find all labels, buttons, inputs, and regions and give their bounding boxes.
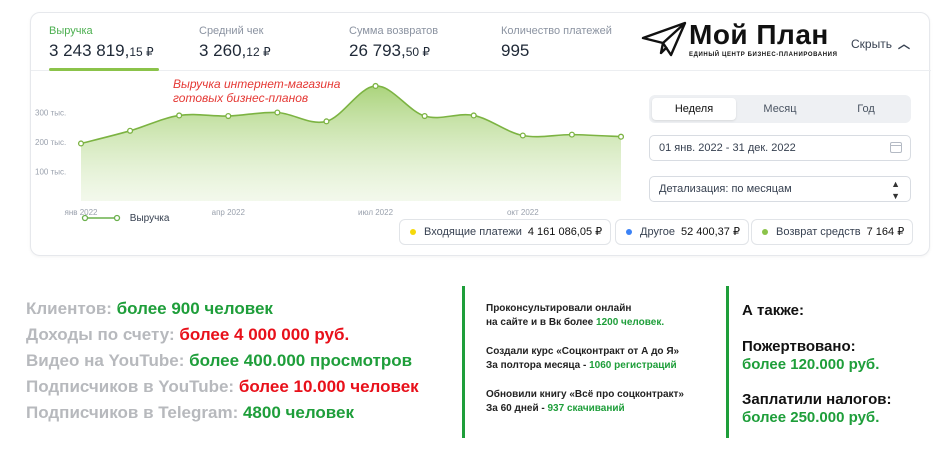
green-divider bbox=[726, 286, 729, 438]
kpi-label: Выручка bbox=[49, 25, 93, 37]
calendar-icon[interactable] bbox=[890, 142, 902, 153]
data-point bbox=[323, 118, 330, 125]
chip-label: Входящие платежи bbox=[424, 226, 522, 238]
kpi-payment-count[interactable]: Количество платежей 995 bbox=[501, 25, 612, 61]
hide-label: Скрыть bbox=[851, 37, 892, 51]
annotation-line: Выручка интернет-магазина bbox=[173, 77, 341, 91]
taxes-label: Заплатили налогов: bbox=[742, 391, 892, 408]
x-tick-label: окт 2022 bbox=[507, 208, 539, 217]
series-area bbox=[81, 85, 621, 201]
achievement-consultations: Проконсультировали онлайн на сайте и в В… bbox=[486, 303, 665, 328]
kpi-value: 26 793,50 ₽ bbox=[349, 41, 431, 60]
data-point bbox=[274, 109, 281, 116]
donated-label: Пожертвовано: bbox=[742, 338, 856, 355]
achievements-list: Проконсультировали онлайн на сайте и в В… bbox=[486, 302, 716, 431]
chart-annotation: Выручка интернет-магазина готовых бизнес… bbox=[173, 77, 373, 105]
hide-button[interactable]: Скрыть ︿ bbox=[851, 35, 910, 52]
chip-incoming-payments[interactable]: Входящие платежи 4 161 086,05 ₽ bbox=[399, 219, 612, 245]
achievement-book: Обновили книгу «Всё про соцконтракт» За … bbox=[486, 389, 684, 414]
data-point bbox=[225, 112, 232, 120]
x-tick-label: янв 2022 bbox=[64, 208, 98, 217]
period-week-tab[interactable]: Неделя bbox=[652, 98, 736, 120]
y-tick-label: 200 тыс. bbox=[35, 138, 66, 147]
extra-stats: А также: Пожертвовано: более 120.000 руб… bbox=[742, 302, 891, 444]
kpi-label: Средний чек bbox=[199, 25, 264, 37]
x-tick-label: июл 2022 bbox=[358, 208, 394, 217]
stat-youtube-views: Видео на YouTube: более 400.000 просмотр… bbox=[26, 351, 413, 370]
data-point bbox=[519, 132, 526, 139]
revenue-area-chart: 300 тыс. 200 тыс. 100 тыс. янв 2022 апр 2022… bbox=[35, 82, 625, 217]
kpi-bar: Выручка 3 243 819,15 ₽ Средний чек 3 260… bbox=[31, 13, 931, 71]
active-kpi-underline bbox=[49, 68, 159, 71]
stat-income: Доходы по счету: более 4 000 000 руб. bbox=[26, 325, 350, 344]
chip-label: Возврат средств bbox=[776, 226, 861, 238]
kpi-refunds[interactable]: Сумма возвратов 26 793,50 ₽ bbox=[349, 25, 438, 62]
kpi-average-check[interactable]: Средний чек 3 260,12 ₽ bbox=[199, 25, 271, 62]
data-point bbox=[372, 82, 379, 89]
chart-legend: Выручка bbox=[81, 213, 169, 224]
kpi-revenue[interactable]: Выручка 3 243 819,15 ₽ bbox=[49, 25, 154, 62]
green-dot-icon bbox=[762, 229, 768, 236]
extra-heading: А также: bbox=[742, 302, 804, 319]
y-tick-label: 300 тыс. bbox=[35, 109, 66, 118]
period-month-tab[interactable]: Месяц bbox=[763, 103, 797, 115]
chip-refunds[interactable]: Возврат средств 7 164 ₽ bbox=[751, 219, 914, 245]
period-switch: Неделя Месяц Год bbox=[649, 95, 911, 123]
annotation-line: готовых бизнес-планов bbox=[173, 91, 309, 105]
detail-select-value: Детализация: по месяцам bbox=[659, 183, 792, 195]
revenue-dashboard-card: Выручка 3 243 819,15 ₽ Средний чек 3 260… bbox=[30, 12, 931, 256]
achievement-course: Создали курс «Соцконтракт от А до Я» За … bbox=[486, 346, 680, 371]
blue-dot-icon bbox=[626, 229, 632, 236]
logo-subtitle: ЕДИНЫЙ ЦЕНТР БИЗНЕС-ПЛАНИРОВАНИЯ bbox=[689, 52, 838, 58]
data-point bbox=[176, 112, 183, 119]
kpi-label: Сумма возвратов bbox=[349, 25, 439, 37]
data-point bbox=[421, 112, 428, 120]
kpi-label: Количество платежей bbox=[501, 25, 612, 37]
taxes-value: более 250.000 руб. bbox=[742, 409, 880, 426]
kpi-value: 3 260,12 ₽ bbox=[199, 41, 271, 60]
date-range-input[interactable]: 01 янв. 2022 - 31 дек. 2022 bbox=[649, 135, 911, 161]
moy-plan-logo: Мой План ЕДИНЫЙ ЦЕНТР БИЗНЕС-ПЛАНИРОВАНИ… bbox=[641, 19, 841, 63]
data-point bbox=[77, 140, 85, 147]
y-tick-label: 100 тыс. bbox=[35, 168, 66, 177]
paper-plane-icon bbox=[641, 21, 687, 57]
kpi-value: 3 243 819,15 ₽ bbox=[49, 41, 154, 60]
detail-select[interactable]: Детализация: по месяцам ▲ ▼ bbox=[649, 176, 911, 202]
period-year-tab[interactable]: Год bbox=[857, 103, 875, 115]
date-range-value: 01 янв. 2022 - 31 дек. 2022 bbox=[659, 142, 796, 154]
select-arrows-icon: ▲ ▼ bbox=[891, 179, 900, 201]
stats-list: Клиентов: более 900 человек Доходы по сч… bbox=[26, 296, 419, 426]
yellow-dot-icon bbox=[410, 229, 416, 236]
chip-amount: 7 164 ₽ bbox=[866, 226, 905, 238]
logo-title: Мой План bbox=[689, 19, 829, 50]
legend-line-icon bbox=[81, 215, 121, 222]
data-point bbox=[568, 131, 575, 138]
chip-amount: 4 161 086,05 ₽ bbox=[527, 226, 603, 238]
chip-amount: 52 400,37 ₽ bbox=[680, 226, 740, 238]
legend-label: Выручка bbox=[129, 213, 170, 224]
stat-clients: Клиентов: более 900 человек bbox=[26, 299, 273, 318]
green-divider bbox=[462, 286, 465, 438]
data-point bbox=[127, 127, 134, 134]
chevron-up-icon: ︿ bbox=[897, 37, 910, 51]
data-point bbox=[470, 112, 477, 119]
stat-youtube-subscribers: Подписчиков в YouTube: более 10.000 чело… bbox=[26, 377, 419, 396]
chip-label: Другое bbox=[640, 226, 675, 238]
x-tick-label: апр 2022 bbox=[212, 208, 246, 217]
stat-telegram-subscribers: Подписчиков в Telegram: 4800 человек bbox=[26, 403, 354, 422]
chip-other[interactable]: Другое 52 400,37 ₽ bbox=[615, 219, 749, 245]
kpi-value: 995 bbox=[501, 41, 530, 60]
donated-value: более 120.000 руб. bbox=[742, 356, 880, 373]
data-point bbox=[617, 133, 625, 140]
